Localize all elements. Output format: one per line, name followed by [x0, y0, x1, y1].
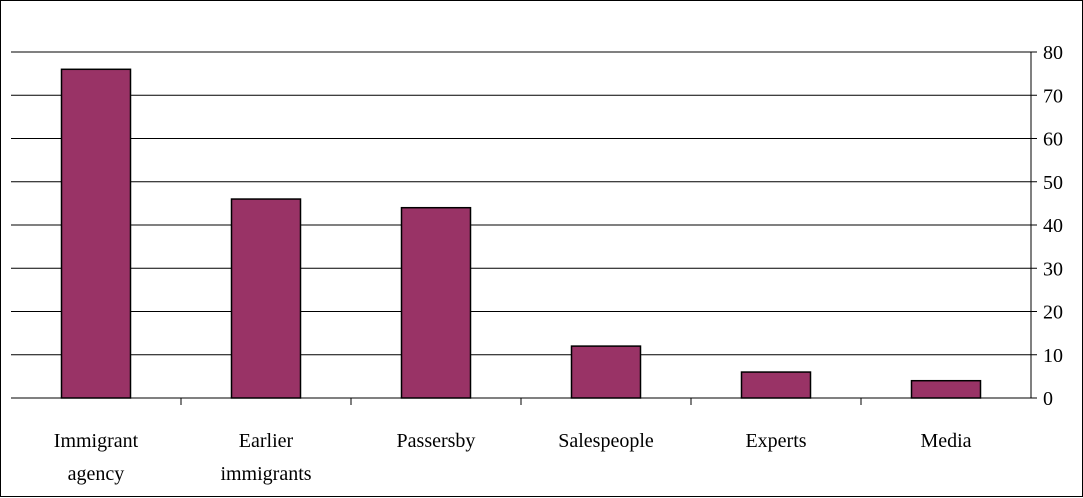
- y-tick-label: 0: [1043, 388, 1053, 410]
- x-category-label: Passersby: [397, 430, 476, 452]
- axes: [11, 51, 1037, 405]
- x-category-label: Salespeople: [558, 430, 654, 452]
- labels: 0 10 20 30 40 50 60 70 80 Immigrant agency Earlier i…: [54, 42, 1063, 485]
- bar: [740, 371, 812, 399]
- y-tick-label: 60: [1043, 129, 1063, 151]
- y-tick-label: 20: [1043, 302, 1063, 324]
- bar: [570, 345, 642, 399]
- x-category-label: Immigrant: [54, 430, 139, 452]
- bars: [60, 68, 982, 399]
- bar: [910, 379, 982, 399]
- x-category-label: Media: [920, 430, 971, 452]
- x-category-label: agency: [68, 463, 125, 485]
- x-category-label: Earlier: [239, 430, 294, 452]
- bar: [400, 206, 472, 399]
- y-tick-label: 30: [1043, 258, 1063, 280]
- x-category-label: immigrants: [220, 463, 311, 485]
- y-tick-label: 40: [1043, 215, 1063, 237]
- bar: [60, 68, 132, 399]
- bar: [230, 198, 302, 399]
- y-tick-label: 10: [1043, 345, 1063, 367]
- y-tick-label: 70: [1043, 85, 1063, 107]
- x-category-label: Experts: [745, 430, 806, 452]
- gridlines: [11, 51, 1031, 356]
- y-tick-label: 50: [1043, 172, 1063, 194]
- y-tick-label: 80: [1043, 42, 1063, 64]
